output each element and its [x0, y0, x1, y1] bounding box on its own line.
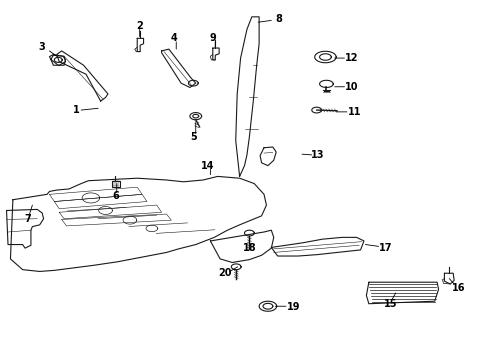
Text: 7: 7	[24, 215, 31, 224]
Text: 12: 12	[345, 53, 358, 63]
Text: 18: 18	[242, 243, 256, 253]
Text: 19: 19	[286, 302, 300, 312]
Text: 4: 4	[170, 33, 177, 43]
Text: 6: 6	[112, 191, 119, 201]
Text: 1: 1	[73, 105, 80, 115]
Text: 17: 17	[378, 243, 392, 253]
Text: 11: 11	[347, 107, 360, 117]
Text: 15: 15	[383, 299, 397, 309]
Text: 13: 13	[310, 150, 324, 160]
Text: 2: 2	[136, 21, 143, 31]
Text: 14: 14	[201, 161, 214, 171]
Text: 20: 20	[218, 268, 231, 278]
Text: 9: 9	[209, 33, 216, 43]
Text: 5: 5	[189, 132, 196, 142]
Text: 16: 16	[451, 283, 465, 293]
Text: 3: 3	[39, 42, 45, 52]
Text: 10: 10	[345, 82, 358, 92]
Text: 8: 8	[275, 14, 282, 24]
